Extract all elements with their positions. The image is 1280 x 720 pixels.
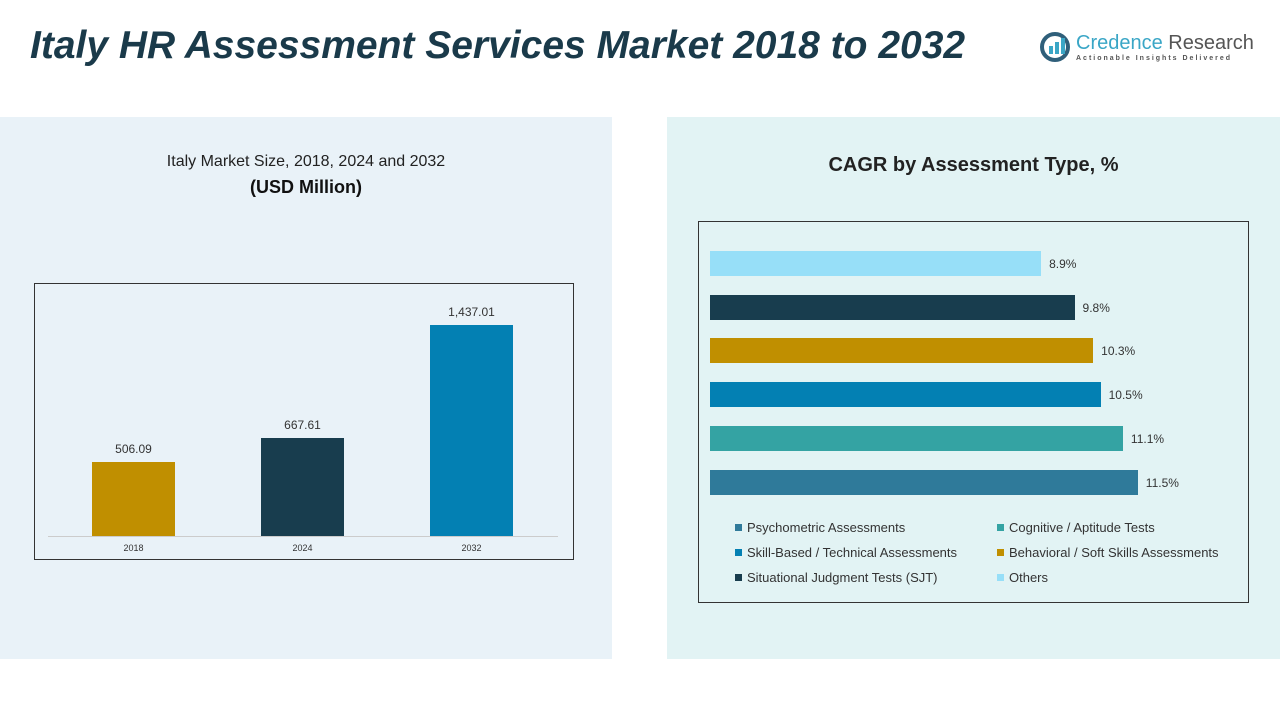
legend-label: Psychometric Assessments	[747, 520, 906, 535]
legend-label: Skill-Based / Technical Assessments	[747, 545, 958, 560]
cagr-legend: Psychometric Assessments Cognitive / Apti…	[735, 520, 1245, 585]
logo: Credence Research Actionable Insights De…	[1040, 32, 1254, 62]
legend-item: Others	[997, 570, 1247, 585]
logo-name: Credence	[1076, 32, 1163, 54]
page-title: Italy HR Assessment Services Market 2018…	[30, 24, 966, 67]
x-tick-2024: 2024	[292, 543, 313, 553]
hbar-label-2: 10.3%	[1101, 344, 1136, 359]
hbar-2	[710, 338, 1094, 364]
legend-item: Skill-Based / Technical Assessments	[735, 545, 997, 560]
hbar-label-3: 10.5%	[1108, 388, 1143, 403]
left-chart-title: Italy Market Size, 2018, 2024 and 2032	[166, 153, 446, 170]
data-label-2024: 667.61	[284, 417, 321, 432]
legend-item: Cognitive / Aptitude Tests	[997, 520, 1247, 535]
data-label-2032: 1,437.01	[448, 305, 495, 319]
hbar-label-4: 11.1%	[1130, 431, 1165, 446]
logo-tagline: Actionable Insights Delivered	[1076, 55, 1233, 62]
legend-label: Behavioral / Soft Skills Assessments	[1009, 545, 1219, 560]
legend-swatch	[735, 524, 742, 531]
legend-swatch	[735, 574, 742, 581]
x-tick-2032: 2032	[461, 543, 482, 553]
x-tick-2018: 2018	[123, 543, 144, 553]
left-chart-subtitle: (USD Million)	[250, 177, 362, 197]
bar-2032	[430, 325, 513, 536]
legend-swatch	[997, 524, 1004, 531]
hbar-5	[710, 469, 1138, 495]
hbar-label-5: 11.5%	[1145, 475, 1179, 490]
legend-item: Psychometric Assessments	[735, 520, 997, 535]
right-chart-title: CAGR by Assessment Type, %	[828, 154, 1119, 176]
hbar-label-1: 9.8%	[1082, 300, 1110, 315]
legend-label: Cognitive / Aptitude Tests	[1009, 520, 1155, 535]
legend-swatch	[735, 549, 742, 556]
logo-name-2: Research	[1168, 32, 1254, 54]
hbar-3	[710, 382, 1101, 408]
logo-icon	[1040, 32, 1070, 62]
legend-item: Behavioral / Soft Skills Assessments	[997, 545, 1247, 560]
legend-label: Situational Judgment Tests (SJT)	[747, 570, 938, 585]
legend-swatch	[997, 549, 1004, 556]
hbar-label-0: 8.9%	[1049, 257, 1077, 271]
market-size-chart	[34, 283, 574, 560]
legend-label: Others	[1009, 570, 1049, 585]
legend-item: Situational Judgment Tests (SJT)	[735, 570, 997, 585]
bar-2024	[261, 437, 344, 536]
data-label-2018: 506.09	[115, 441, 152, 456]
hbar-4	[710, 425, 1123, 451]
legend-swatch	[997, 574, 1004, 581]
bar-2018	[92, 461, 175, 536]
baseline	[48, 536, 558, 537]
hbar-1	[710, 294, 1075, 320]
hbar-0	[710, 251, 1042, 276]
cagr-chart	[698, 221, 1249, 603]
